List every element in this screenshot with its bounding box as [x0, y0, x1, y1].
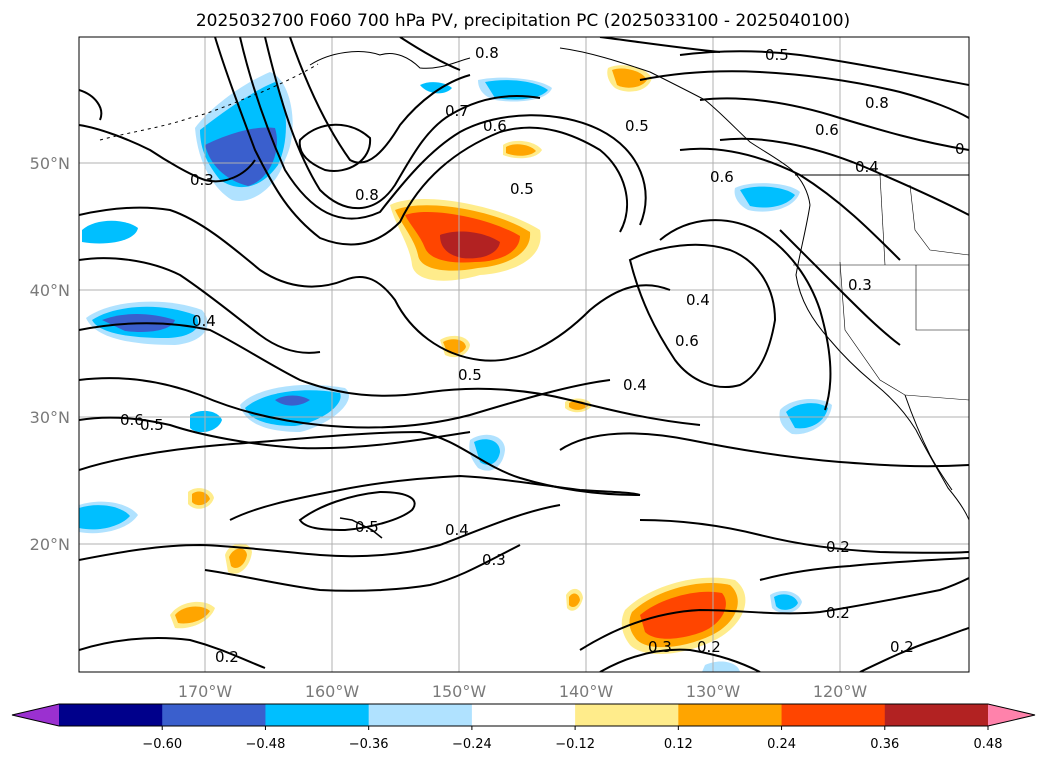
lon-label-170w: 170°W — [178, 682, 233, 701]
lon-label-140w: 140°W — [559, 682, 614, 701]
state-border-5 — [909, 184, 969, 256]
contour-label: 0.8 — [865, 94, 889, 112]
contour-label: 0.2 — [697, 638, 721, 656]
contour-label: 0.5 — [510, 180, 534, 198]
lat-label-50n: 50°N — [30, 154, 70, 173]
contour-label: 0.4 — [623, 376, 647, 394]
contour-label: 0.5 — [355, 518, 379, 536]
colorbar-outline — [11, 703, 1036, 727]
lat-label-20n: 20°N — [30, 535, 70, 554]
contour-label: 0.3 — [848, 276, 872, 294]
contour-label: 0.6 — [483, 117, 507, 135]
state-border-3 — [879, 174, 886, 266]
lon-label-130w: 130°W — [686, 682, 741, 701]
colorbar-tick-label: −0.24 — [452, 737, 492, 752]
map-area: 0.8 0.5 0.7 0.6 0.5 0.6 0.8 0.3 0.8 0.5 … — [79, 37, 969, 672]
contour-label: 0.5 — [625, 117, 649, 135]
contour-label: 0 — [955, 140, 965, 158]
latitude-labels: 50°N 40°N 30°N 20°N — [30, 154, 70, 554]
longitude-labels: 170°W 160°W 150°W 140°W 130°W 120°W — [178, 682, 868, 701]
lat-label-40n: 40°N — [30, 281, 70, 300]
contour-label: 0.5 — [140, 416, 164, 434]
contour-labels: 0.8 0.5 0.7 0.6 0.5 0.6 0.8 0.3 0.8 0.5 … — [120, 44, 965, 666]
baja-coast — [904, 394, 953, 491]
contour-label: 0.6 — [710, 168, 734, 186]
contour-label: 0.4 — [855, 158, 879, 176]
lon-label-150w: 150°W — [432, 682, 487, 701]
contour-label: 0.2 — [890, 638, 914, 656]
aleutian-islands — [99, 63, 319, 141]
colorbar-segment — [575, 704, 679, 726]
colorbar-segment — [781, 704, 886, 726]
contour-label: 0.3 — [190, 171, 214, 189]
lon-label-160w: 160°W — [305, 682, 360, 701]
hawaii-islands — [339, 517, 383, 539]
contour-label: 0.4 — [445, 521, 469, 539]
contour-label: 0.3 — [648, 638, 672, 656]
contour-label: 0.2 — [215, 648, 239, 666]
colorbar-tick-label: 0.24 — [767, 737, 796, 752]
colorbar-extend-min — [12, 704, 59, 726]
colorbar-segment — [471, 704, 576, 726]
contour-label: 0.4 — [686, 291, 710, 309]
contour-label: 0.2 — [826, 538, 850, 556]
alaska-coast — [309, 51, 471, 69]
contour-label: 0.5 — [765, 46, 789, 64]
colorbar-tick-label: 0.12 — [664, 737, 693, 752]
map-frame — [78, 36, 970, 673]
contour-label: 0.6 — [815, 121, 839, 139]
colorbar-segment — [162, 704, 266, 726]
state-border-2 — [839, 261, 969, 401]
colorbar-tick-label: 0.48 — [974, 737, 1003, 752]
colorbar-tick-label: −0.36 — [349, 737, 389, 752]
contour-label: 0.6 — [120, 411, 144, 429]
colorbar-segment — [368, 704, 473, 726]
figure-title: 2025032700 F060 700 hPa PV, precipitatio… — [196, 11, 850, 31]
contour-label: 0.5 — [458, 366, 482, 384]
colorbar-tick-label: −0.48 — [246, 737, 286, 752]
contour-label: 0.6 — [675, 332, 699, 350]
colorbar-extend-max — [988, 704, 1035, 726]
colorbar: −0.60 −0.48 −0.36 −0.24 −0.12 0.12 0.24 0.36 0.4… — [11, 703, 1036, 752]
colorbar-segment — [265, 704, 370, 726]
colorbar-tick-label: −0.60 — [142, 737, 182, 752]
state-border-4 — [915, 265, 969, 331]
coastlines — [99, 47, 969, 539]
colorbar-segment — [678, 704, 783, 726]
contour-label: 0.8 — [475, 44, 499, 62]
contour-label: 0.7 — [445, 102, 469, 120]
contour-label: 0.3 — [482, 551, 506, 569]
colorbar-tick-label: −0.12 — [555, 737, 595, 752]
lon-label-120w: 120°W — [813, 682, 868, 701]
pv-contours — [79, 37, 969, 672]
contour-label: 0.2 — [826, 604, 850, 622]
colorbar-tick-label: 0.36 — [870, 737, 899, 752]
colorbar-segment — [59, 704, 163, 726]
contour-label: 0.4 — [192, 312, 216, 330]
colorbar-segment — [884, 704, 989, 726]
us-west-coast — [795, 204, 969, 521]
lat-label-30n: 30°N — [30, 408, 70, 427]
contour-label: 0.8 — [355, 186, 379, 204]
